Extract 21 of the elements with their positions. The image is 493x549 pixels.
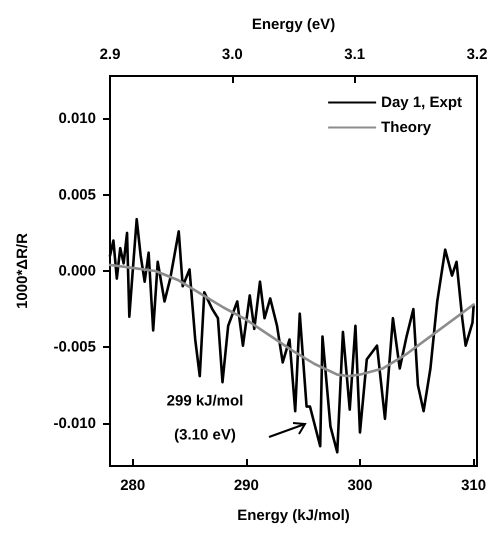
x2-tick-label: 3.2 bbox=[466, 46, 488, 63]
x-tick-label: 300 bbox=[347, 477, 372, 494]
x-axis-title: Energy (kJ/mol) bbox=[237, 507, 350, 524]
x-tick-label: 290 bbox=[234, 477, 259, 494]
y-tick-label: 0.010 bbox=[58, 110, 96, 128]
annotation: 299 kJ/mol bbox=[166, 392, 244, 410]
x2-axis-title: Energy (eV) bbox=[252, 16, 336, 33]
legend-label: Theory bbox=[381, 119, 432, 136]
y-axis-title: 1000*ΔR/R bbox=[14, 232, 31, 309]
x-tick-label: 310 bbox=[461, 477, 486, 494]
y-tick-label: -0.005 bbox=[53, 338, 96, 356]
x2-tick-label: 3.1 bbox=[344, 46, 366, 63]
x-tick-label: 280 bbox=[120, 477, 146, 494]
line-series bbox=[108, 264, 475, 378]
legend-label: Day 1, Expt bbox=[381, 94, 462, 111]
y-tick-label: 0.005 bbox=[58, 186, 96, 204]
annotation: (3.10 eV) bbox=[174, 426, 236, 444]
x2-tick-label: 3.0 bbox=[222, 46, 243, 63]
y-tick-label: -0.010 bbox=[53, 414, 96, 432]
y-tick-label: 0.000 bbox=[58, 262, 96, 280]
x2-tick-label: 2.9 bbox=[100, 46, 120, 63]
